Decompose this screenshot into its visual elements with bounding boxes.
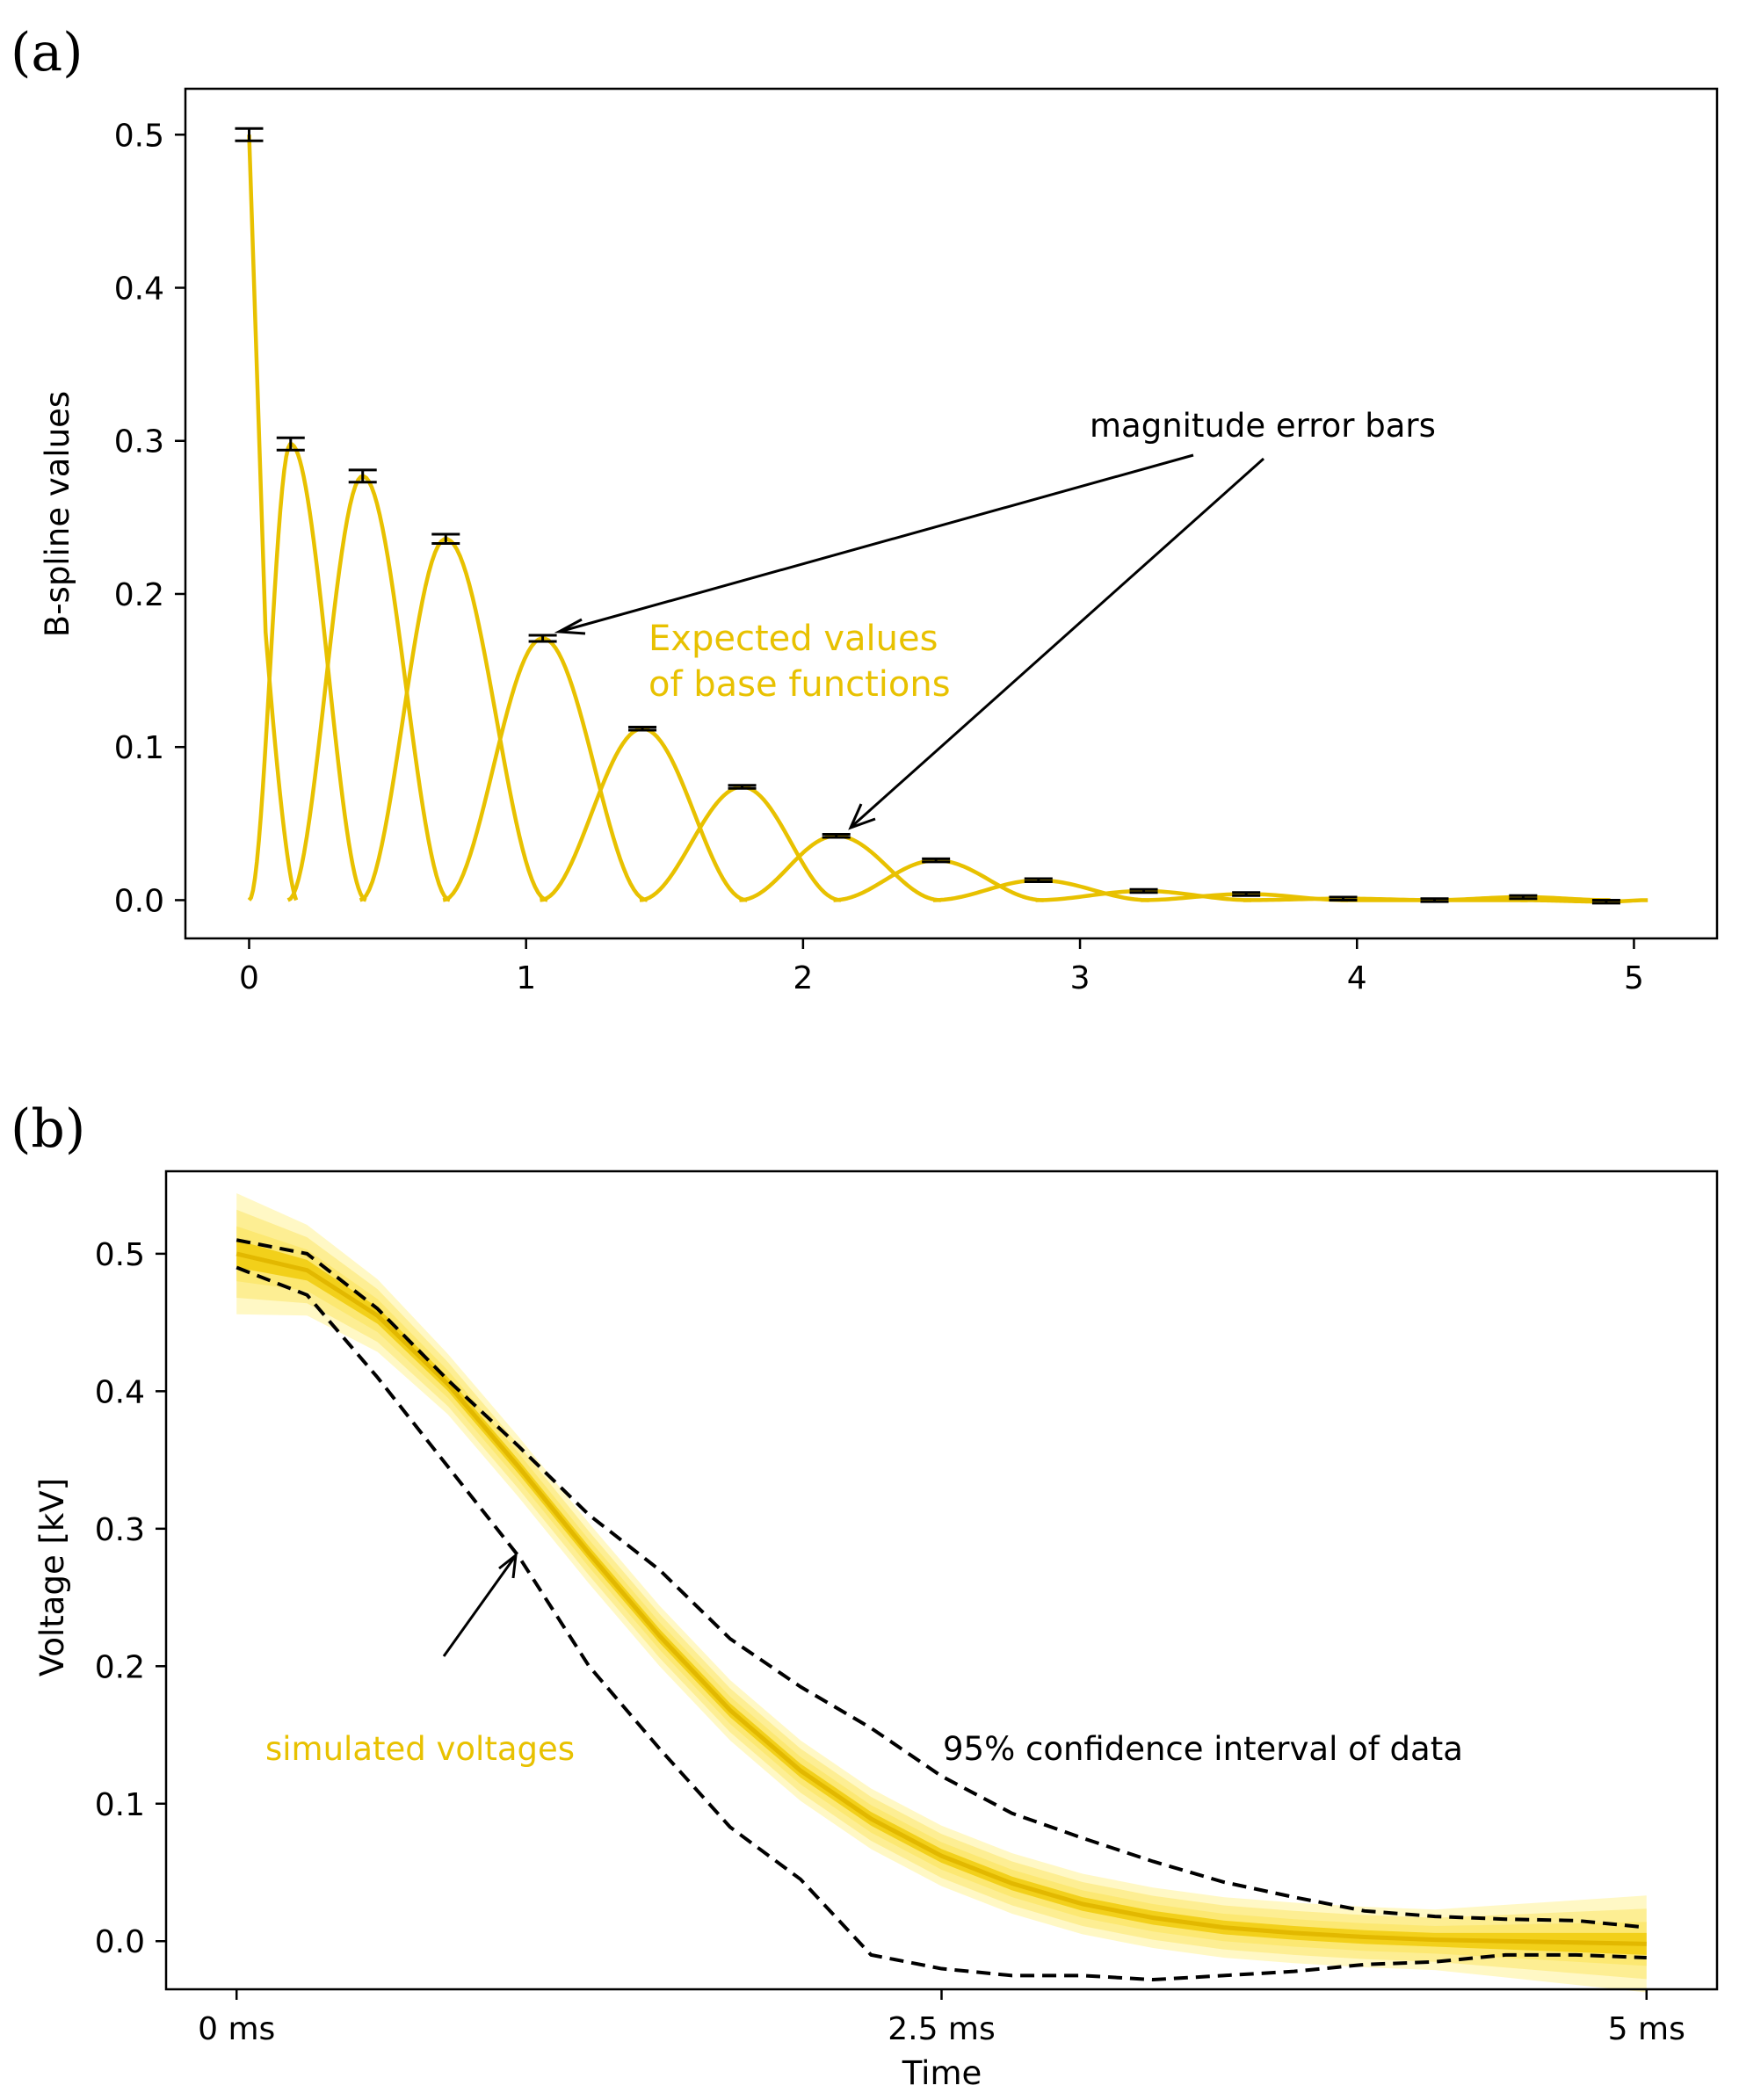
b-band-layer bbox=[236, 1226, 1647, 1966]
a-basis-curve bbox=[1431, 894, 1611, 902]
b-x-axis-label: Time bbox=[902, 2054, 982, 2092]
arrowhead-peak-4 bbox=[554, 618, 586, 635]
b-y-tick-label: 0.1 bbox=[95, 1787, 145, 1823]
b-x-tick-label: 5 ms bbox=[1608, 2011, 1685, 2047]
a-errorbars bbox=[235, 127, 1620, 905]
panel-b-chart: 0 ms 2.5 ms 5 ms 0.0 0.1 0.2 0.3 0.4 0.5 Voltag… bbox=[33, 1169, 1719, 2092]
b-x-tick-label: 0 ms bbox=[198, 2011, 275, 2047]
a-basis-curve bbox=[639, 785, 842, 902]
a-x-ticks: 0 1 2 3 4 5 bbox=[239, 938, 1644, 996]
b-y-tick-label: 0.5 bbox=[95, 1237, 145, 1273]
a-basis-curve bbox=[247, 134, 299, 902]
a-basis-curve bbox=[540, 727, 748, 902]
a-expected-values-line2: of base functions bbox=[649, 664, 951, 705]
a-basis-curve bbox=[247, 442, 367, 902]
panel-a-chart: 0 1 2 3 4 5 0.0 0.1 0.2 0.3 0.4 0.5 B-spline value… bbox=[39, 87, 1719, 996]
b-mean-line bbox=[235, 1251, 1647, 1946]
a-y-tick-label: 0.4 bbox=[114, 272, 164, 308]
b-ci-lower bbox=[235, 1265, 1647, 1982]
a-y-tick-label: 0.1 bbox=[114, 730, 164, 766]
b-y-tick-label: 0.4 bbox=[95, 1374, 145, 1410]
a-y-tick-label: 0.3 bbox=[114, 424, 164, 460]
b-x-ticks: 0 ms 2.5 ms 5 ms bbox=[198, 1989, 1685, 2047]
b-x-tick-label: 2.5 ms bbox=[888, 2011, 996, 2047]
a-x-tick-label: 0 bbox=[239, 960, 259, 996]
panel-a-label: (a) bbox=[11, 22, 83, 83]
a-x-tick-label: 2 bbox=[793, 960, 813, 996]
a-y-ticks: 0.0 0.1 0.2 0.3 0.4 0.5 bbox=[114, 118, 185, 919]
a-basis-curve bbox=[442, 636, 649, 902]
a-y-tick-label: 0.5 bbox=[114, 118, 164, 154]
a-plot-frame bbox=[184, 87, 1719, 940]
b-confidence-lines bbox=[235, 1238, 1647, 1982]
a-x-tick-label: 4 bbox=[1347, 960, 1367, 996]
arrow-to-peak-7 bbox=[851, 457, 1264, 828]
a-basis-curve bbox=[1520, 898, 1648, 904]
a-error-bars-annotation: magnitude error bars bbox=[1090, 407, 1436, 445]
arrowhead-simulated bbox=[498, 1552, 518, 1579]
arrowhead-peak-7 bbox=[848, 803, 876, 830]
b-band-layer bbox=[236, 1193, 1647, 1993]
a-basis-curve bbox=[359, 537, 548, 902]
a-x-tick-label: 3 bbox=[1070, 960, 1090, 996]
b-y-tick-label: 0.0 bbox=[95, 1924, 145, 1960]
a-y-tick-label: 0.0 bbox=[114, 883, 164, 919]
b-simulated-annotation: simulated voltages bbox=[265, 1730, 575, 1768]
a-expected-values-line1: Expected values bbox=[649, 619, 938, 659]
b-y-tick-label: 0.3 bbox=[95, 1512, 145, 1548]
arrow-to-simulated bbox=[442, 1557, 516, 1657]
a-y-tick-label: 0.2 bbox=[114, 577, 164, 613]
b-y-ticks: 0.0 0.1 0.2 0.3 0.4 0.5 bbox=[95, 1237, 166, 1960]
a-basis-curve bbox=[833, 858, 1044, 902]
a-annotation-arrows bbox=[554, 453, 1264, 830]
b-annotation-arrow bbox=[442, 1552, 518, 1657]
a-basis-curve bbox=[932, 878, 1149, 902]
b-y-tick-label: 0.2 bbox=[95, 1649, 145, 1685]
b-band-layer bbox=[236, 1240, 1647, 1955]
a-y-axis-label: B-spline values bbox=[39, 391, 76, 637]
arrow-to-peak-4 bbox=[562, 453, 1194, 633]
a-curves bbox=[247, 134, 1648, 904]
b-y-axis-label: Voltage [kV] bbox=[33, 1478, 71, 1676]
a-x-tick-label: 5 bbox=[1624, 960, 1644, 996]
a-x-tick-label: 1 bbox=[516, 960, 536, 996]
panel-b-label: (b) bbox=[11, 1098, 85, 1160]
b-confidence-annotation: 95% confidence interval of data bbox=[943, 1730, 1463, 1768]
b-simulated-band bbox=[235, 1193, 1647, 1993]
b-ci-upper bbox=[235, 1238, 1647, 1930]
